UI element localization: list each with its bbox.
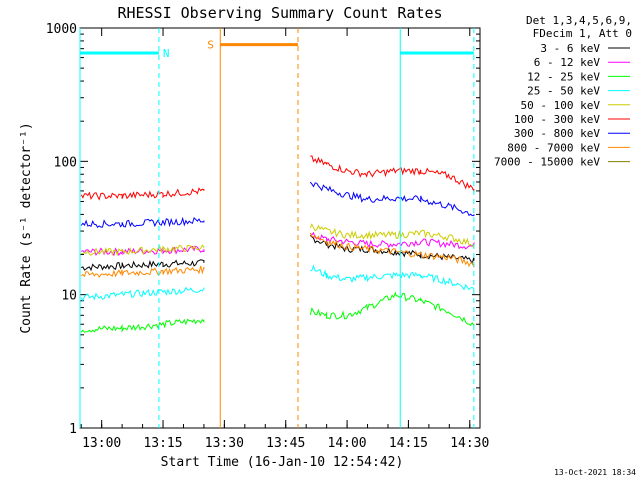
flag-label-S: S [207, 39, 214, 52]
series-line-12-25keV [80, 318, 205, 333]
plot-area: 1 10 100 1000 13:00 13:15 13:30 13:45 14:00 14:1… [46, 22, 490, 451]
legend-label: 12 - 25 keV [527, 70, 600, 83]
series-line-3-6keV [81, 259, 205, 272]
series-line-300-800keV [309, 181, 475, 217]
chart-title: RHESSI Observing Summary Count Rates [117, 4, 442, 22]
series-line-50-100keV [309, 223, 475, 249]
x-tick-label: 13:30 [205, 436, 244, 451]
legend-label: 300 - 800 keV [514, 127, 600, 140]
legend-label: 800 - 7000 keV [507, 141, 600, 154]
y-tick-label: 1 [69, 422, 77, 437]
series-line-800-7000keV [309, 232, 475, 268]
legend-header-line-1: Det 1,3,4,5,6,9, [526, 14, 632, 27]
footer-timestamp: 13-Oct-2021 18:34 [554, 468, 636, 477]
series-line-25-50keV [310, 264, 475, 291]
y-tick-label: 100 [54, 155, 77, 170]
legend-label: 6 - 12 keV [534, 56, 601, 69]
x-tick-label: 13:15 [143, 436, 182, 451]
legend-label: 100 - 300 keV [514, 113, 600, 126]
series-line-800-7000keV [80, 265, 205, 278]
y-tick-label: 10 [61, 289, 77, 304]
x-tick-label: 14:00 [328, 436, 367, 451]
series-line-50-100keV [81, 244, 205, 257]
legend: Det 1,3,4,5,6,9, FDecim 1, Att 0 3 - 6 k… [494, 14, 632, 169]
series-line-25-50keV [80, 286, 205, 302]
legend-label: 50 - 100 keV [521, 99, 601, 112]
series-line-6-12keV [309, 231, 475, 250]
flag-label-N: N [163, 47, 170, 60]
x-tick-label: 13:45 [266, 436, 305, 451]
x-tick-label: 13:00 [82, 436, 121, 451]
series-line-12-25keV [309, 291, 475, 328]
y-tick-label: 1000 [46, 22, 77, 37]
series-line-100-300keV [310, 155, 475, 192]
legend-label: 7000 - 15000 keV [494, 156, 600, 169]
plot-frame [79, 27, 481, 429]
x-axis-label: Start Time (16-Jan-10 12:54:42) [161, 455, 404, 470]
series-line-300-800keV [80, 216, 205, 229]
legend-label: 3 - 6 keV [540, 42, 600, 55]
legend-header-line-2: FDecim 1, Att 0 [533, 27, 632, 40]
x-tick-label: 14:30 [450, 436, 489, 451]
x-tick-label: 14:15 [389, 436, 428, 451]
y-axis-label: Count Rate (s⁻¹ detector⁻¹) [19, 122, 34, 333]
series-line-100-300keV [80, 187, 205, 201]
legend-label: 25 - 50 keV [527, 85, 600, 98]
